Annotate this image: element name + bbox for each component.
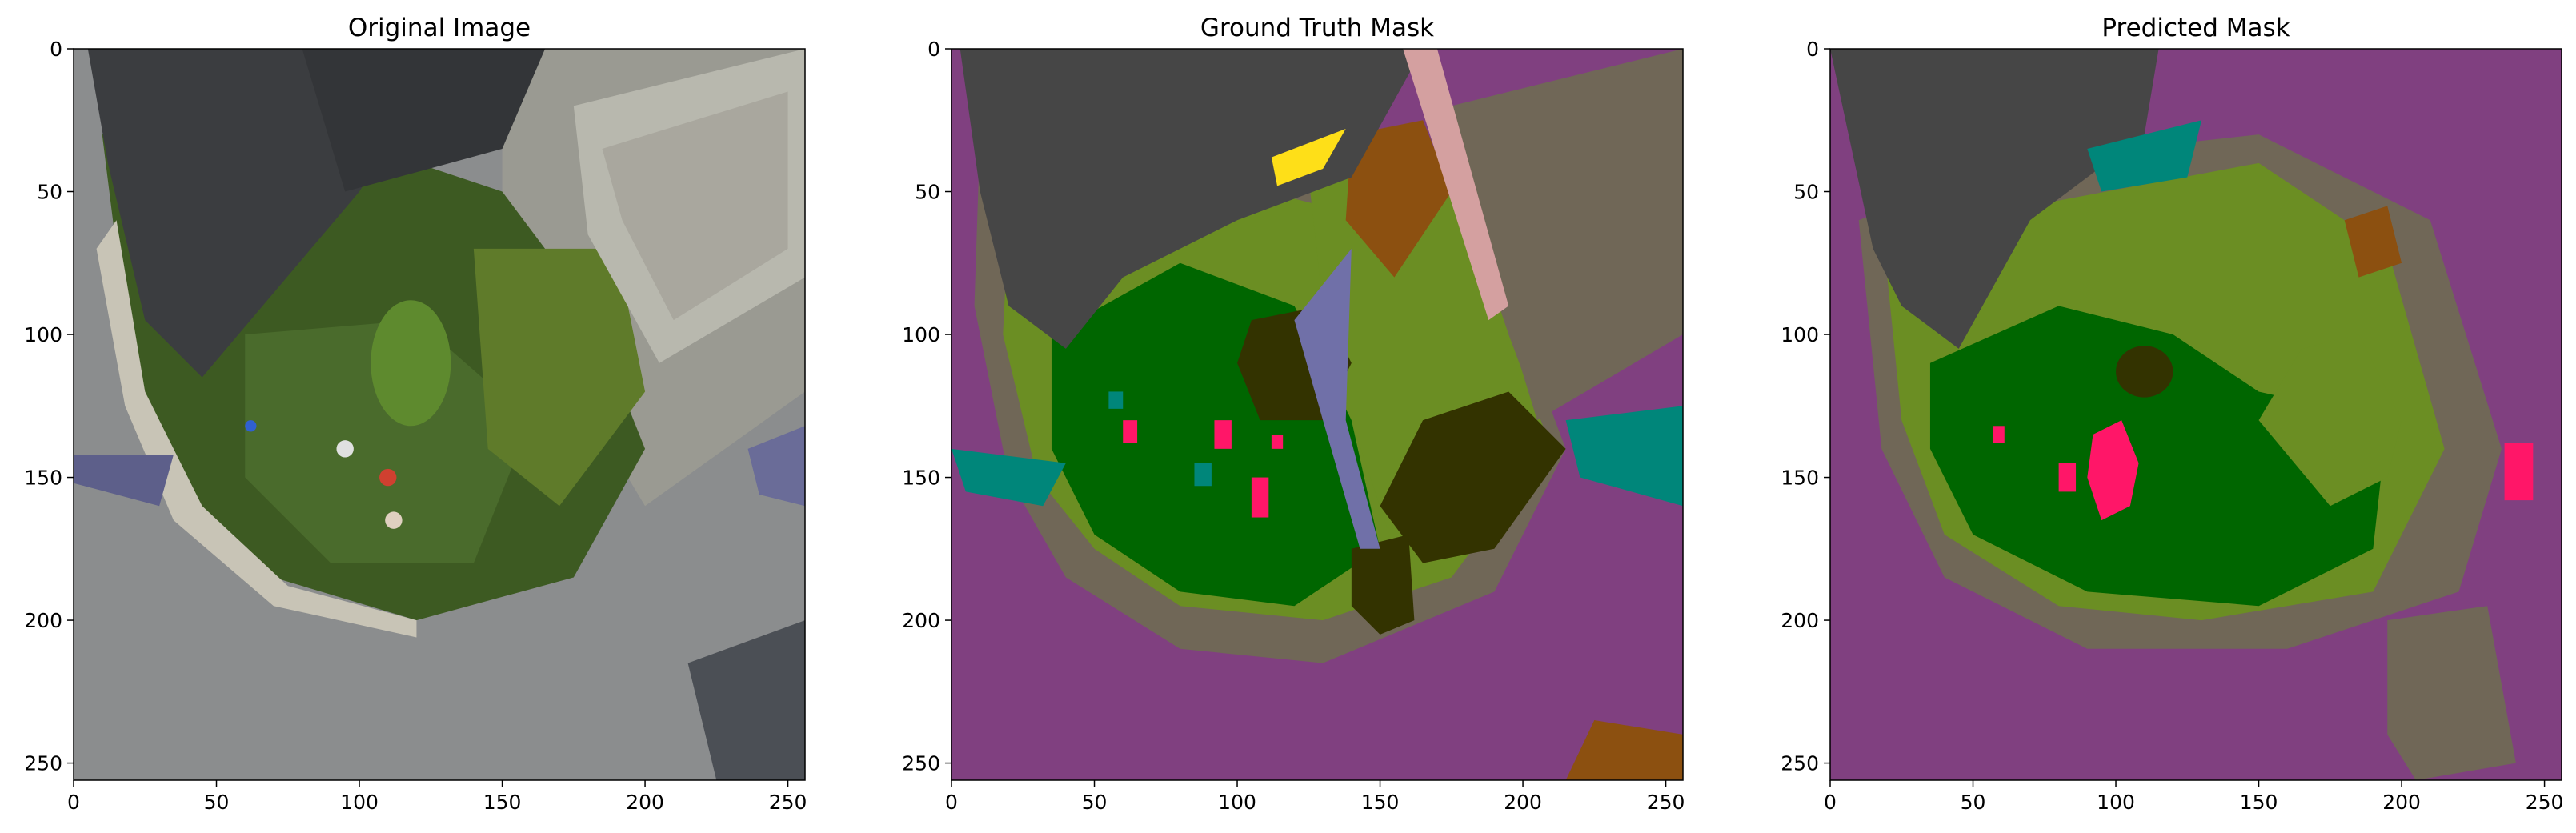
plot-area [1830,49,2562,780]
x-tick-label: 50 [1082,791,1108,814]
y-tick-label: 200 [902,609,940,632]
x-tick-label: 200 [2382,791,2421,814]
y-tick-label: 150 [902,467,940,490]
photo-roof-top [302,49,546,192]
y-tick-label: 0 [1806,38,1819,61]
mask-water-spot [1194,463,1212,487]
photo-person [336,440,354,458]
mask-tree [1380,391,1566,563]
y-tick-label: 50 [915,181,940,204]
mask-water-left [951,448,1066,507]
mask-lawn [1929,306,2388,607]
plot-frame [1829,48,2562,781]
x-tick-label: 100 [2097,791,2135,814]
mask-water-top [2087,120,2202,192]
y-tick-label: 150 [1781,467,1819,490]
x-tick-label: 200 [626,791,664,814]
plot-frame [951,48,1684,781]
panel-title: Ground Truth Mask [1200,14,1434,42]
y-tick-label: 100 [24,323,62,346]
x-tick-label: 250 [769,791,807,814]
y-tick-label: 0 [927,38,940,61]
x-tick-label: 100 [340,791,379,814]
panel-original: Original Image 0 50 100 150 200 2500501001502… [24,14,807,814]
mask-vegetation-patch [2258,334,2402,507]
y-tick-label: 250 [1781,752,1819,775]
photo-building-bottom [687,620,805,780]
mask-roof [959,49,1424,349]
mask-person [1251,477,1269,518]
photo-roof-right-inner [602,91,788,321]
photo-car-right [747,426,805,507]
mask-water-spot [1108,391,1124,409]
panel-title: Predicted Mask [2101,14,2290,42]
mask-person-main [2087,420,2139,521]
x-tick-label: 250 [1647,791,1685,814]
panel-title: Original Image [348,14,531,42]
x-tick-label: 250 [2526,791,2564,814]
mask-roof [1830,49,2159,349]
mask-person [1993,426,2005,443]
mask-person [2058,463,2077,492]
photo-person [385,511,403,529]
mask-pink-strip [1403,49,1509,321]
x-tick-label: 150 [2240,791,2278,814]
y-tick-label: 0 [50,38,62,61]
photo-hedge [473,248,646,507]
mask-dirt-bottom [1565,720,1683,780]
mask-pavement-edge [1294,248,1380,549]
photo-person [379,468,397,487]
x-tick-label: 0 [67,791,80,814]
y-tick-label: 100 [902,323,940,346]
mask-person [1123,420,1138,443]
y-tick-label: 50 [37,181,62,204]
plot-frame [73,48,806,781]
x-tick-label: 50 [204,791,230,814]
mask-water-right [1565,406,1683,507]
y-tick-label: 200 [24,609,62,632]
y-tick-label: 250 [902,752,940,775]
mask-person [1271,434,1284,449]
x-tick-label: 0 [1824,791,1837,814]
y-tick-label: 250 [24,752,62,775]
mask-tree [1351,534,1415,635]
mask-tree [2116,346,2173,398]
panel-predicted: Predicted Mask 0 50 100 150 200 2500501001502… [1781,14,2563,814]
x-tick-label: 200 [1504,791,1542,814]
photo-bush [371,300,451,427]
plot-area [74,49,805,780]
x-tick-label: 150 [1361,791,1400,814]
y-tick-label: 100 [1781,323,1819,346]
photo-person [245,420,257,432]
mask-bare-right [1451,49,1683,421]
mask-dirt [1345,120,1452,278]
mask-person [2504,443,2534,501]
photo-car-left [74,454,174,507]
y-tick-label: 50 [1793,181,1819,204]
x-tick-label: 100 [1218,791,1256,814]
y-tick-label: 200 [1781,609,1819,632]
y-tick-label: 150 [24,467,62,490]
plot-area [951,49,1683,780]
x-tick-label: 150 [483,791,522,814]
x-tick-label: 50 [1961,791,1986,814]
mask-person [1214,420,1232,449]
x-tick-label: 0 [945,791,958,814]
photo-lawn-bright [245,320,531,563]
mask-bare-bottom [2387,606,2516,780]
mask-dirt [2344,206,2402,278]
mask-yellow [1271,128,1346,186]
photo-gravel-edge [96,220,417,638]
